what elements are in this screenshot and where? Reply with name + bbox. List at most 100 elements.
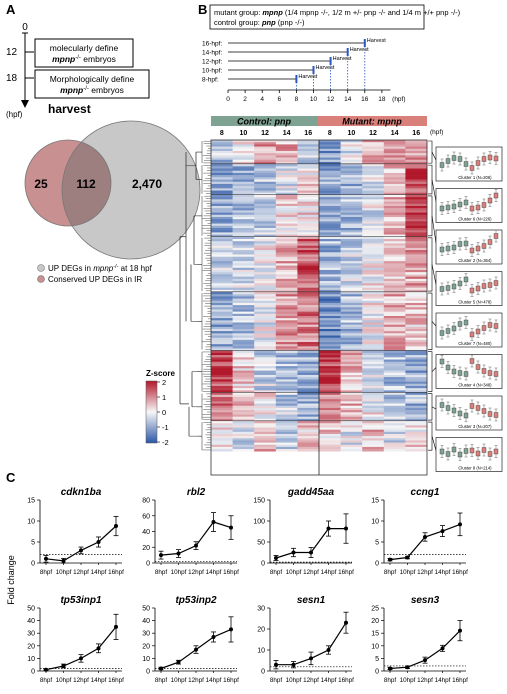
chart-x-tick-label: 14hpf xyxy=(321,677,337,684)
harvest-axis-tick-label: 4 xyxy=(260,96,264,103)
cluster-profile-panel: Cluster 6 (N=226) xyxy=(428,164,503,223)
chart-x-tick-label: 14hpf xyxy=(91,677,107,684)
chart-x-tick-label: 10hpf xyxy=(171,569,187,576)
cluster-profile-panel: Cluster 1 (N=206) xyxy=(428,140,503,182)
cluster-profile-panel: Cluster 8 (N=214) xyxy=(428,421,503,472)
chart-y-tick-label: 25 xyxy=(371,606,379,613)
zscore-colorbar xyxy=(145,380,158,444)
harvest-row-label: 8-hpf: xyxy=(202,77,219,84)
box-molecular-line2: mpnp-/- embryos xyxy=(52,54,116,64)
chart-y-tick-label: 0 xyxy=(31,669,35,676)
harvest-axis-tick-label: 10 xyxy=(310,96,318,103)
chart-y-tick-label: 20 xyxy=(142,545,150,552)
chart-data-point xyxy=(388,666,392,671)
chart-data-point xyxy=(96,646,101,651)
cluster-bracket xyxy=(428,164,433,195)
chart-x-tick-label: 14hpf xyxy=(206,569,222,576)
chart-data-point xyxy=(79,656,83,661)
chart-x-tick-label: 10hpf xyxy=(400,677,416,684)
groups-box xyxy=(209,4,425,30)
chart-x-tick-label: 10hpf xyxy=(56,677,72,684)
heatmap-column-label: 10 xyxy=(240,130,248,137)
zscore-tick-label: 0 xyxy=(162,408,166,417)
chart-data-point xyxy=(274,555,278,560)
cluster-label: Cluster 8 (N=214) xyxy=(458,466,492,471)
chart-x-tick-label: 12hpf xyxy=(188,569,204,576)
harvest-label: harvest xyxy=(48,102,91,116)
chart-x-tick-label: 8hpf xyxy=(384,569,397,576)
cluster-bracket xyxy=(428,140,433,164)
venn-up-outline xyxy=(61,120,201,260)
chart-x-tick-label: 8hpf xyxy=(384,677,397,684)
harvest-row-text: Harvest xyxy=(367,38,386,44)
cluster-bracket xyxy=(428,195,433,237)
chart-x-tick-label: 14hpf xyxy=(435,569,451,576)
chart-data-point xyxy=(44,667,48,672)
chart-y-tick-label: 80 xyxy=(142,498,150,505)
box-molecular-line1: molecularly define xyxy=(50,43,119,53)
panel-a-label: A xyxy=(6,2,16,17)
chart-data-point xyxy=(405,555,410,560)
heatmap-column-label: 12 xyxy=(369,130,377,137)
heatmap-column-label: 10 xyxy=(348,130,356,137)
cluster-bracket xyxy=(428,237,433,292)
chart-title: gadd45aa xyxy=(287,487,335,498)
chart-series-line xyxy=(45,525,117,562)
mutant-group-label: Mutant: mpnp xyxy=(342,117,402,127)
chart-y-tick-label: 100 xyxy=(253,519,265,526)
chart-x-tick-label: 12hpf xyxy=(303,569,319,576)
harvest-axis: 0 2 4 6 8 10 12 14 16 18 (hpf) xyxy=(226,89,406,103)
chart-y-tick-label: 15 xyxy=(371,631,379,638)
timeline-unit: (hpf) xyxy=(6,110,23,119)
cluster-label: Cluster 5 (N=478) xyxy=(458,300,492,305)
harvest-row-label: 10-hpf: xyxy=(202,68,222,75)
chart-y-tick-label: 40 xyxy=(142,618,150,625)
heatmap-border xyxy=(210,139,428,476)
chart-data-point xyxy=(388,557,392,562)
chart-x-tick-label: 12hpf xyxy=(188,677,204,684)
zscore-title: Z-score xyxy=(146,369,175,378)
chart-title: cdkn1ba xyxy=(61,487,102,498)
line-chart-tp53inp2: tp53inp2 0 10 20 30 40 50 8hpf 10hpf 12hpf 14hpf 16… xyxy=(142,595,239,684)
chart-y-tick-label: 0 xyxy=(146,669,150,676)
chart-x-tick-label: 8hpf xyxy=(40,569,53,576)
venn-count-ir-only: 25 xyxy=(34,177,48,191)
cluster-profile-panel: Cluster 7 (N=480) xyxy=(428,292,503,351)
control-group-bar xyxy=(211,116,318,126)
chart-y-tick-label: 0 xyxy=(146,561,150,568)
harvest-row-text: Harvest xyxy=(316,65,335,71)
line-chart-tp53inp1: tp53inp1 0 10 20 30 40 50 8hpf 10hpf 12hpf 14hpf 16… xyxy=(27,595,124,684)
heatmap-cluster-band xyxy=(211,350,428,393)
legend-up-text: UP DEGs in mpnp-/- at 18 hpf xyxy=(48,264,153,273)
chart-data-point xyxy=(440,529,445,534)
chart-data-point xyxy=(96,540,101,544)
chart-x-tick-label: 8hpf xyxy=(40,677,53,684)
chart-y-tick-label: 15 xyxy=(371,498,379,505)
chart-y-tick-label: 5 xyxy=(375,656,379,663)
chart-data-point xyxy=(291,662,296,667)
heatmap-dendrogram xyxy=(179,141,211,451)
chart-x-tick-label: 12hpf xyxy=(417,677,433,684)
chart-y-tick-label: 30 xyxy=(27,631,35,638)
chart-data-point xyxy=(61,558,66,563)
box-morph-line2: mpnp-/- embryos xyxy=(60,85,124,95)
chart-title: rbl2 xyxy=(187,487,206,498)
heatmap-unit: (hpf) xyxy=(430,129,443,136)
chart-y-tick-label: 50 xyxy=(257,540,265,547)
zscore-tick-label: -1 xyxy=(162,423,169,432)
harvest-axis-tick-label: 8 xyxy=(295,96,299,103)
chart-x-tick-label: 14hpf xyxy=(321,569,337,576)
chart-data-point xyxy=(114,524,118,529)
chart-x-tick-label: 14hpf xyxy=(91,569,107,576)
chart-title: sesn1 xyxy=(297,595,326,606)
cluster-bracket xyxy=(428,393,433,421)
timeline-label-0: 0 xyxy=(22,22,28,33)
heatmap-cluster-band xyxy=(211,292,428,352)
chart-y-tick-label: 10 xyxy=(27,656,35,663)
heatmap xyxy=(210,139,428,476)
chart-y-tick-label: 5 xyxy=(31,540,35,547)
chart-data-point xyxy=(274,662,278,667)
panel-b: B mutant group: mpnp (1/4 mpnp -/-, 1/2 … xyxy=(145,2,503,476)
chart-x-tick-label: 10hpf xyxy=(400,569,416,576)
